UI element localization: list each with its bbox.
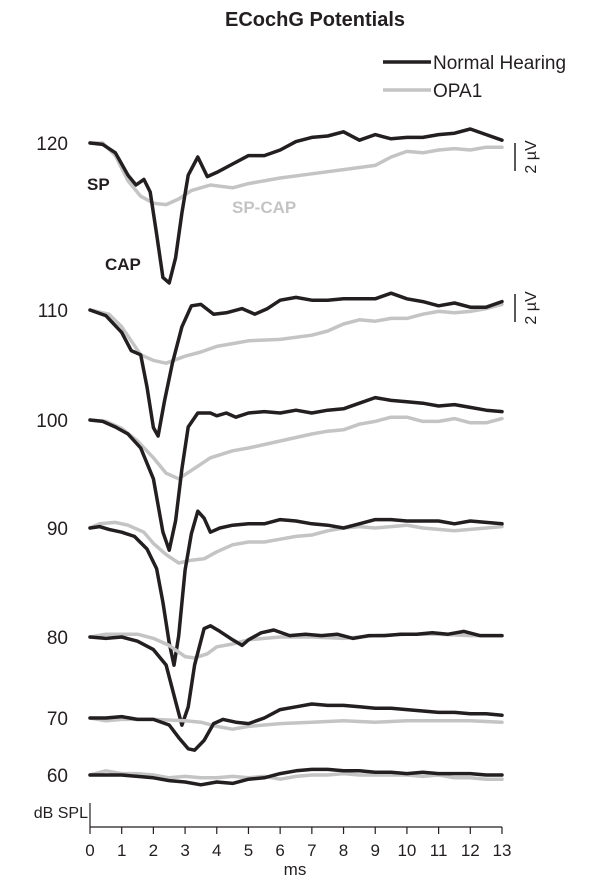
x-tick-label-13: 13	[493, 841, 512, 860]
annotations: SP CAP SP-CAP	[87, 175, 296, 274]
panel-70: 70	[47, 702, 504, 752]
x-tick-label-1: 1	[117, 841, 126, 860]
trace-normal-80	[88, 624, 504, 727]
scale-bar-1-label: 2 µV	[523, 140, 540, 174]
legend: Normal Hearing OPA1	[383, 53, 566, 102]
scale-bar-2-label: 2 µV	[523, 291, 540, 325]
level-label-120: 120	[36, 134, 68, 155]
trace-opa1-80	[88, 632, 504, 660]
chart-title: ECochG Potentials	[225, 9, 405, 31]
panel-120: 120	[36, 127, 504, 285]
trace-opa1-100	[88, 415, 504, 481]
level-label-60: 60	[47, 766, 68, 787]
panel-80: 80	[47, 624, 504, 727]
x-tick-label-3: 3	[180, 841, 189, 860]
x-tick-label-9: 9	[370, 841, 379, 860]
trace-panels: 120 110 100 90 80 70 60	[36, 127, 504, 787]
y-axis-label: dB SPL	[34, 805, 88, 822]
trace-normal-110	[88, 291, 504, 438]
panel-60: 60	[47, 766, 504, 787]
x-tick-label-10: 10	[397, 841, 416, 860]
level-label-90: 90	[47, 519, 68, 540]
x-tick-label-7: 7	[307, 841, 316, 860]
x-tick-label-12: 12	[461, 841, 480, 860]
x-axis-label: ms	[284, 860, 307, 879]
x-axis: 0 1 2 3 4 5 6 7 8 9 10 11 12 13 ms	[85, 803, 511, 879]
x-tick-label-2: 2	[149, 841, 158, 860]
x-tick-label-8: 8	[339, 841, 348, 860]
x-tick-label-11: 11	[430, 841, 448, 860]
panel-100: 100	[36, 395, 504, 552]
trace-normal-70	[88, 702, 504, 752]
panel-110: 110	[38, 291, 504, 438]
x-tick-label-5: 5	[244, 841, 253, 860]
panel-90: 90	[47, 509, 504, 667]
x-tick-label-6: 6	[275, 841, 284, 860]
trace-opa1-110	[88, 302, 504, 365]
trace-opa1-60	[88, 769, 504, 781]
trace-normal-100	[88, 395, 504, 552]
level-label-70: 70	[47, 709, 68, 730]
legend-label-opa1: OPA1	[433, 81, 482, 102]
scale-bar-2: 2 µV	[514, 291, 540, 325]
trace-normal-120	[88, 127, 504, 285]
level-label-100: 100	[36, 411, 68, 432]
x-tick-label-4: 4	[212, 841, 221, 860]
trace-opa1-120	[88, 141, 504, 207]
trace-opa1-90	[88, 520, 504, 565]
trace-normal-90	[88, 509, 504, 667]
trace-normal-60	[88, 767, 504, 787]
x-tick-label-0: 0	[85, 841, 94, 860]
legend-label-normal: Normal Hearing	[433, 53, 566, 74]
level-label-110: 110	[38, 301, 68, 322]
scale-bar-1: 2 µV	[514, 140, 540, 174]
x-tick-group: 0 1 2 3 4 5 6 7 8 9 10 11 12 13	[85, 827, 511, 860]
level-label-80: 80	[47, 628, 68, 649]
annotation-sp: SP	[87, 175, 110, 194]
annotation-sp-cap: SP-CAP	[232, 198, 296, 217]
annotation-cap: CAP	[105, 255, 141, 274]
